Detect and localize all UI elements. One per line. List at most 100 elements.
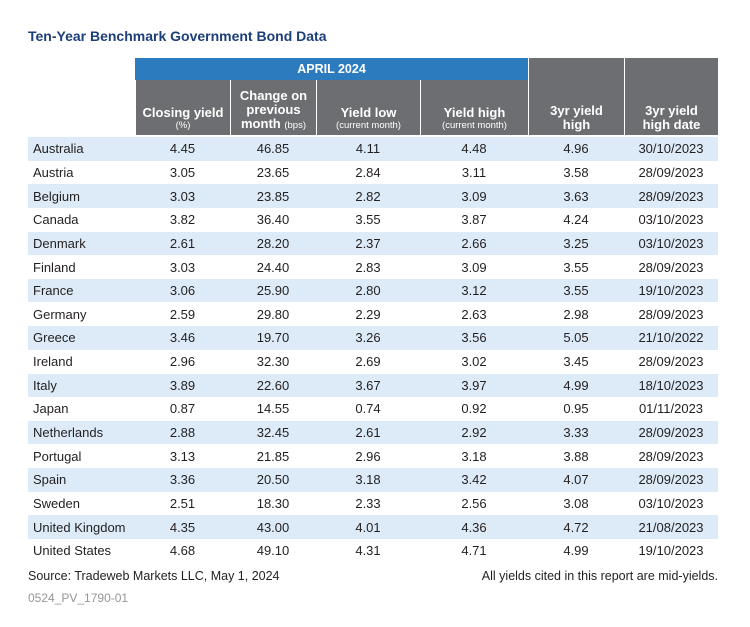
cell-value: 2.29 [355,306,381,322]
cell-value: 28/09/2023 [638,448,704,464]
cell-value: 0.92 [461,401,487,417]
cell-value: 28/09/2023 [638,425,704,441]
cell-value: 28.20 [256,235,290,251]
table-row: Australia 4.45 46.85 4.11 4.48 4.96 30/10/2023 [28,137,718,161]
table-row: Canada 3.82 36.40 3.55 3.87 4.24 03/10/2023 [28,208,718,232]
country: Ireland [33,354,73,370]
cell-value: 28/09/2023 [638,259,704,275]
country: Finland [33,259,76,275]
cell-value: 3.09 [461,188,487,204]
cell-value: 3.33 [563,425,589,441]
country: Portugal [33,448,82,464]
cell-value: 4.36 [461,519,487,535]
column-header: Yield high (current month) [420,80,528,135]
country: Austria [33,164,74,180]
cell-value: 3.55 [563,283,589,299]
cell-value: 4.48 [461,141,487,157]
cell-value: 2.56 [461,496,487,512]
cell-value: 0.87 [169,401,196,417]
table-row: Sweden 2.51 18.30 2.33 2.56 3.08 03/10/2023 [28,492,718,516]
cell-value: 4.96 [563,141,589,157]
table-row: Ireland 2.96 32.30 2.69 3.02 3.45 28/09/2023 [28,350,718,374]
column-header: 3yr yield high [528,58,624,135]
cell-value: 4.71 [461,543,487,559]
cell-value: 49.10 [256,543,290,559]
cell-value: 4.99 [563,543,589,559]
title: Ten-Year Benchmark Government Bond Data [28,28,327,44]
cell-value: 01/11/2023 [638,401,704,417]
cell-value: 2.82 [355,188,381,204]
column-note: (current month) [442,120,507,131]
column-label: 3yr yield high [550,103,603,132]
cell-value: 4.68 [169,543,196,559]
cell-value: 3.18 [461,448,487,464]
cell-value: 3.06 [169,283,196,299]
table-row: Portugal 3.13 21.85 2.96 3.18 3.88 28/09/2023 [28,444,718,468]
country: United Kingdom [33,519,126,535]
cell-value: 4.35 [169,519,196,535]
cell-value: 2.92 [461,425,487,441]
country: Germany [33,306,87,322]
country: Canada [33,212,79,228]
cell-value: 2.66 [461,235,487,251]
table-row: United States 4.68 49.10 4.31 4.71 4.99 19/10/… [28,539,718,563]
cell-value: 2.51 [169,496,196,512]
table-row: Germany 2.59 29.80 2.29 2.63 2.98 28/09/2023 [28,303,718,327]
country: Italy [33,377,57,393]
footnote: All yields cited in this report are mid-… [481,569,718,583]
cell-value: 4.24 [563,212,589,228]
table-row: Netherlands 2.88 32.45 2.61 2.92 3.33 28/09/20… [28,420,718,445]
column-note: (current month) [336,120,401,131]
cell-value: 2.33 [355,496,381,512]
cell-value: 14.55 [256,401,290,417]
country: United States [33,543,112,559]
cell-value: 4.11 [355,141,381,157]
cell-value: 2.61 [169,235,196,251]
cell-value: 03/10/2023 [638,235,704,251]
column-header: Change on previous month (bps) [230,80,316,135]
table-row: Italy 3.89 22.60 3.67 3.97 4.99 18/10/2023 [28,373,718,398]
table-row: Greece 3.46 19.70 3.26 3.56 5.05 21/10/2022 [28,326,718,350]
cell-value: 0.74 [355,401,381,417]
cell-value: 24.40 [256,259,290,275]
table-row: Spain 3.36 20.50 3.18 3.42 4.07 28/09/2023 [28,468,718,492]
table-row: France 3.06 25.90 2.80 3.12 3.55 19/10/2023 [28,278,718,303]
table-row: Denmark 2.61 28.20 2.37 2.66 3.25 03/10/2023 [28,231,718,256]
cell-value: 3.03 [169,188,196,204]
code: 0524_PV_1790-01 [28,591,129,605]
cell-value: 2.37 [355,235,381,251]
cell-value: 2.98 [563,306,589,322]
country: Denmark [33,235,86,251]
cell-value: 19/10/2023 [638,283,704,299]
cell-value: 22.60 [256,377,290,393]
cell-value: 2.80 [355,283,381,299]
column-label: Yield low [340,105,397,120]
cell-value: 3.42 [461,472,487,488]
column-label: Change on previous month (bps) [239,88,308,132]
cell-value: 4.72 [563,519,589,535]
column-label: 3yr yield high date [642,103,701,132]
column-note: (%) [175,120,191,131]
cell-value: 19.70 [256,330,290,346]
cell-value: 2.96 [355,448,381,464]
column-note: (bps) [284,120,306,131]
cell-value: 2.84 [355,164,381,180]
cell-value: 3.63 [563,188,589,204]
table-row: Austria 3.05 23.65 2.84 3.11 3.58 28/09/2023 [28,161,718,185]
column-label: Yield high [443,105,506,120]
country: Sweden [33,496,80,512]
source: Source: Tradeweb Markets LLC, May 1, 202… [28,569,280,583]
cell-value: 3.82 [169,212,196,228]
cell-value: 23.65 [256,164,290,180]
cell-value: 46.85 [256,141,290,157]
cell-value: 0.95 [563,401,589,417]
cell-value: 32.45 [256,425,290,441]
cell-value: 03/10/2023 [638,212,704,228]
cell-value: 2.59 [169,306,196,322]
country: Netherlands [33,425,104,441]
cell-value: 3.08 [563,496,589,512]
cell-value: 3.18 [355,472,381,488]
cell-value: 3.26 [355,330,381,346]
cell-value: 3.45 [563,354,589,370]
